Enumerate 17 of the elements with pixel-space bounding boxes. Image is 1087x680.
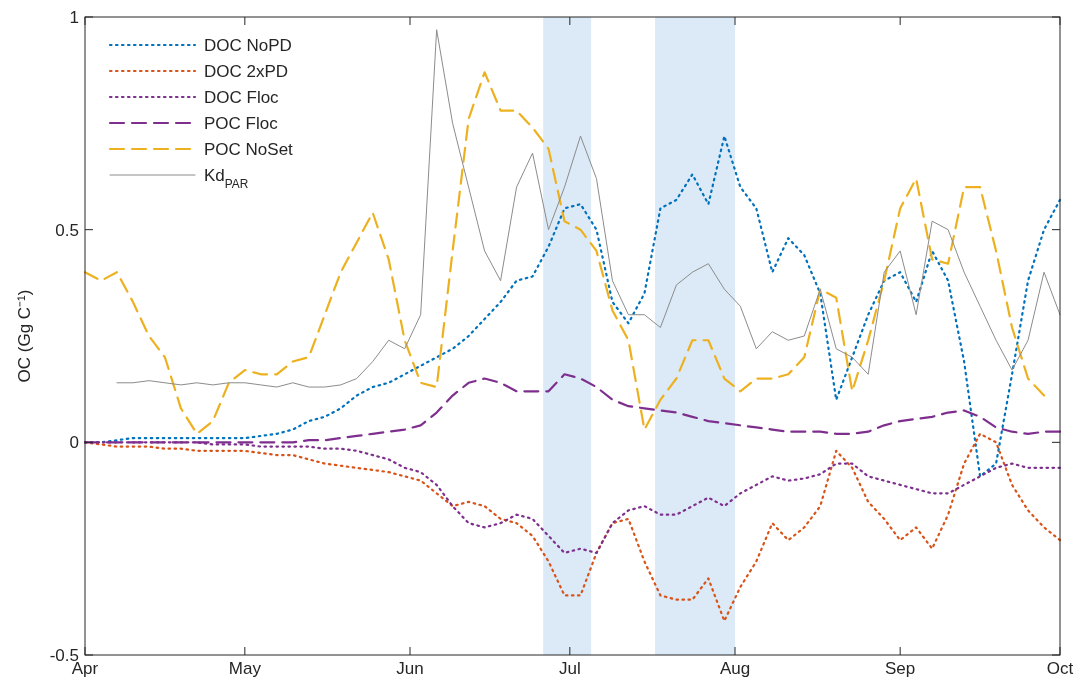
legend-label: POC Floc [204,114,279,133]
x-tick-label: Jul [558,659,581,678]
y-tick-label: 1 [69,8,79,27]
y-axis-title: OC (Gg C⁻¹) [15,289,34,383]
x-tick-label: Oct [1046,659,1074,678]
legend-label: DOC 2xPD [204,62,289,81]
x-tick-label: May [228,659,262,678]
y-tick-label: 0.5 [55,220,79,240]
x-tick-label: Sep [885,659,916,678]
legend-label: DOC NoPD [204,36,292,55]
y-tick-label: 0 [69,433,79,453]
legend-label: POC NoSet [204,140,294,159]
line-series [116,29,1061,388]
x-tick-label: Jun [396,659,424,678]
legend-label: DOC Floc [204,88,280,107]
legend-label: Kd$_{PAR}$ [204,166,249,191]
x-tick-label: Aug [719,659,751,678]
